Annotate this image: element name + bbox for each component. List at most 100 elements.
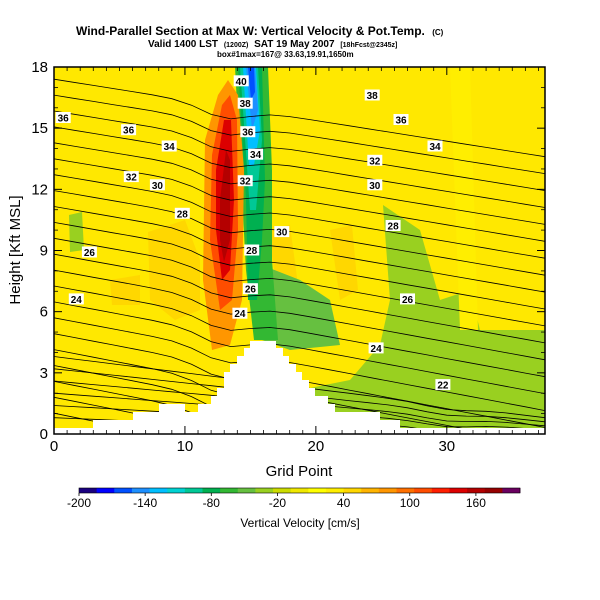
contour-label: 24 (71, 295, 83, 306)
contour-label: 38 (367, 91, 379, 102)
x-tick-label: 10 (177, 438, 194, 455)
contour-labels: 36 36 34 32 30 28 26 24 40 38 36 34 32 30 28 26 24 38 36 34… (55, 75, 451, 392)
contour-label: 22 (437, 381, 449, 392)
contour-label: 34 (164, 142, 176, 153)
isentrope-line (54, 94, 545, 174)
colorbar-swatch (96, 488, 115, 493)
colorbar-label: Vertical Velocity [cm/s] (240, 516, 359, 530)
colorbar-tick-label: -20 (269, 496, 287, 510)
x-axis-label: Grid Point (266, 463, 334, 480)
colorbar-swatch (131, 488, 150, 493)
contour-label-bg (368, 342, 384, 354)
contour-label: 38 (240, 99, 252, 110)
contour-label-bg (121, 124, 137, 136)
colorbar-swatch (484, 488, 503, 493)
field-blue-core (248, 67, 255, 100)
colorbar-swatch (449, 488, 468, 493)
terrain (54, 341, 545, 434)
y-tick-label: 12 (31, 181, 48, 198)
contour-label: 28 (177, 209, 189, 220)
contour-label-bg (367, 179, 383, 191)
field-green-band-left (69, 212, 84, 252)
colorbar-swatch (467, 488, 486, 493)
contour-label-bg (232, 307, 248, 319)
colorbar-swatch (202, 488, 221, 493)
isentrope-line (54, 142, 545, 225)
colorbar-swatch (502, 488, 521, 493)
contour-label: 30 (369, 181, 381, 192)
y-tick-label: 9 (40, 243, 48, 260)
contour-label-bg (233, 75, 249, 87)
contour-label-bg (237, 175, 253, 187)
contour-label-bg (55, 112, 71, 123)
contour-label-bg (274, 226, 290, 238)
isentrope-line (54, 237, 545, 327)
colorbar-swatch (220, 488, 239, 493)
isentrope-line (54, 285, 545, 378)
plot-area: 36 36 34 32 30 28 26 24 40 38 36 34 32 30 28 26 24 38 36 34… (54, 67, 545, 434)
isentrope-line (54, 206, 545, 293)
contour-label-bg (68, 293, 84, 305)
contour-label-bg (427, 140, 443, 152)
contour-label: 40 (236, 77, 248, 88)
contour-label: 32 (126, 173, 138, 184)
contour-label: 30 (152, 181, 164, 192)
y-tick-label: 6 (40, 304, 48, 321)
colorbar-tick-label: -200 (67, 496, 91, 510)
colorbar-frame (78, 487, 521, 494)
y-tick-label: 0 (40, 426, 48, 443)
y-tick-label: 3 (40, 365, 48, 382)
colorbar-swatch (361, 488, 380, 493)
contour-label-bg (364, 89, 380, 101)
contour-label-bg (400, 293, 415, 305)
isentrope-line (54, 174, 545, 259)
forecast-info: [18hFcst@2345z] (340, 42, 397, 49)
contour-label-bg (244, 244, 260, 256)
contour-label-bg (435, 379, 451, 391)
field-yellow-strip-right (450, 67, 478, 330)
contour-label: 32 (369, 156, 381, 167)
box-max-info: box#1max=167@ 33.63,19.91,1650m (217, 50, 354, 59)
colorbar-swatch (308, 488, 327, 493)
y-tick-label: 18 (31, 59, 48, 76)
colorbar-swatch (431, 488, 450, 493)
field-green-region-right (340, 205, 545, 434)
colorbar-swatch (184, 488, 203, 493)
contour-label-bg (385, 220, 401, 231)
colorbar-tick-label: 160 (466, 496, 486, 510)
contour-label-bg (240, 126, 256, 138)
contour-label-bg (248, 148, 264, 160)
colorbar-tick-label: 100 (400, 496, 420, 510)
colorbar-swatch (343, 488, 362, 493)
colorbar-swatch (255, 488, 274, 493)
isentrope-line (54, 190, 545, 276)
contour-label: 36 (242, 128, 254, 139)
valid-date: SAT 19 May 2007 (254, 39, 335, 50)
chart-title-unit: (C) (432, 28, 443, 37)
colorbar-swatch (325, 488, 344, 493)
isentrope-line (54, 222, 545, 310)
x-tick-label: 0 (50, 438, 58, 455)
x-tick-label: 20 (308, 438, 325, 455)
contour-label-bg (149, 179, 165, 191)
contour-label: 24 (234, 309, 246, 320)
colorbar-swatch (273, 488, 292, 493)
colorbar-swatch (396, 488, 415, 493)
contour-label: 28 (388, 222, 400, 233)
contour-label: 32 (240, 177, 252, 188)
y-tick-label: 15 (31, 120, 48, 137)
field-orange-region-left (148, 220, 200, 320)
contour-label: 36 (395, 116, 407, 127)
contour-label-bg (81, 246, 97, 258)
isentrope-line (54, 317, 545, 411)
field-updraft-core (220, 150, 230, 262)
colorbar-swatch (149, 488, 168, 493)
isentrope-line (54, 253, 545, 344)
contour-label-bg (161, 140, 177, 152)
field-orange-patch-left2 (110, 275, 140, 305)
colorbar-tick-label: 40 (337, 496, 351, 510)
colorbar-swatch (237, 488, 256, 493)
colorbar: -200 -140 -80 -20 40 100 160 (67, 487, 521, 510)
valid-time-z: (1200Z) (224, 42, 249, 49)
